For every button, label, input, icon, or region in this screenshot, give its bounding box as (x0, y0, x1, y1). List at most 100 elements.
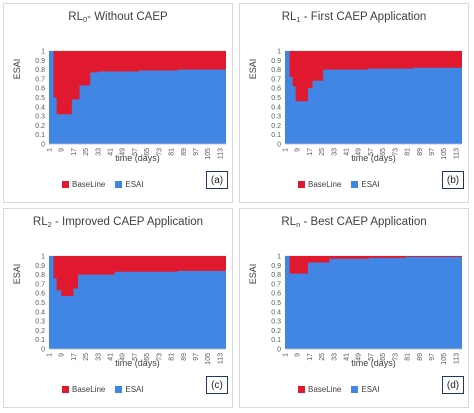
x-tick-label: 97 (193, 148, 200, 156)
x-tick-label: 33 (331, 148, 338, 156)
legend-swatch-baseline (62, 386, 69, 393)
y-tick-label: 0.4 (271, 309, 281, 316)
legend-swatch-baseline (298, 181, 305, 188)
x-tick-label: 25 (319, 148, 326, 156)
y-tick-label: 0.7 (35, 281, 45, 288)
x-axis-label: time (days) (115, 358, 160, 368)
x-tick-label: 73 (392, 148, 399, 156)
y-tick-label: 0.5 (271, 300, 281, 307)
y-tick-label: 0.4 (271, 104, 281, 111)
esai-area (49, 51, 226, 144)
panel-tag: (d) (442, 376, 464, 394)
x-tick-label: 97 (429, 353, 436, 361)
x-tick-label: 73 (156, 148, 163, 156)
y-tick-label: 0.9 (271, 263, 281, 270)
y-tick-label: 0.2 (271, 328, 281, 335)
y-tick-label: 0.5 (271, 95, 281, 102)
chart-title: RL0- Without CAEP (68, 11, 168, 24)
y-tick-label: 1 (41, 254, 45, 261)
x-tick-label: 1 (283, 353, 290, 357)
x-tick-label: 41 (108, 148, 115, 156)
legend: BaseLine ESAI (298, 385, 390, 394)
chart-plot: 0 0.1 0.2 0.3 0.4 0.5 0.6 0.7 0.8 0.9 1 1 9 17 25 33 41 4… (271, 254, 462, 368)
chart-panel-a: 0 0.1 0.2 0.3 0.4 0.5 0.6 0.7 0.8 0.9 1 1 9 17 25 33 41 4… (3, 3, 233, 203)
chart-panel-c: 0 0.1 0.2 0.3 0.4 0.5 0.6 0.7 0.8 0.9 1 1 9 17 25 33 41 4… (3, 208, 233, 408)
x-tick-label: 65 (380, 148, 387, 156)
legend-swatch-baseline (62, 181, 69, 188)
legend-item-baseline: BaseLine (298, 180, 341, 189)
x-tick-label: 41 (344, 353, 351, 361)
x-tick-label: 113 (217, 148, 224, 159)
y-tick-label: 0.9 (35, 263, 45, 270)
y-tick-label: 0 (41, 142, 45, 149)
x-tick-label: 81 (169, 353, 176, 361)
legend-item-baseline: BaseLine (62, 180, 105, 189)
x-tick-label: 89 (417, 353, 424, 361)
y-tick-label: 0.2 (35, 123, 45, 130)
y-tick-label: 0.8 (35, 67, 45, 74)
y-tick-label: 0.8 (271, 67, 281, 74)
x-tick-label: 57 (132, 148, 139, 156)
esai-area (285, 256, 462, 349)
panel-tag: (b) (442, 171, 464, 189)
x-tick-label: 17 (307, 353, 314, 361)
y-tick-label: 0 (277, 142, 281, 149)
x-tick-label: 33 (95, 148, 102, 156)
x-tick-label: 41 (108, 353, 115, 361)
x-tick-label: 89 (181, 353, 188, 361)
chart-title: RLn - Best CAEP Application (281, 216, 427, 229)
y-tick-label: 0.6 (35, 86, 45, 93)
y-tick-label: 0.7 (271, 76, 281, 83)
x-tick-label: 57 (368, 353, 375, 361)
x-tick-label: 1 (283, 148, 290, 152)
x-tick-label: 9 (295, 353, 302, 357)
x-tick-label: 81 (169, 148, 176, 156)
x-tick-label: 81 (405, 353, 412, 361)
esai-area (49, 256, 226, 349)
x-tick-label: 57 (132, 353, 139, 361)
x-tick-label: 1 (47, 353, 54, 357)
legend-swatch-esai (351, 386, 359, 393)
y-tick-label: 0.9 (271, 58, 281, 65)
chart-title: RL1 - First CAEP Application (281, 11, 427, 24)
x-tick-label: 25 (83, 148, 90, 156)
x-tick-label: 105 (205, 148, 212, 160)
x-tick-label: 113 (217, 353, 224, 364)
chart-panel-d: 0 0.1 0.2 0.3 0.4 0.5 0.6 0.7 0.8 0.9 1 1 9 17 25 33 41 4… (239, 208, 469, 408)
x-tick-label: 25 (83, 353, 90, 361)
y-tick-label: 0.6 (35, 291, 45, 298)
y-tick-label: 0.4 (35, 104, 45, 111)
chart-title: RL2 - Improved CAEP Application (32, 216, 204, 229)
x-tick-label: 65 (144, 353, 151, 361)
y-tick-label: 0.2 (271, 123, 281, 130)
x-tick-label: 105 (441, 353, 448, 365)
y-tick-label: 0.7 (271, 281, 281, 288)
x-tick-label: 97 (429, 148, 436, 156)
y-tick-label: 0.3 (35, 114, 45, 121)
x-tick-label: 17 (71, 353, 78, 361)
y-tick-label: 1 (277, 254, 281, 261)
x-tick-label: 33 (331, 353, 338, 361)
x-axis-label: time (days) (351, 153, 396, 163)
x-tick-label: 57 (368, 148, 375, 156)
x-tick-label: 113 (453, 148, 460, 159)
y-tick-label: 0.5 (35, 95, 45, 102)
y-axis-label: ESAI (248, 58, 258, 80)
chart-panel-b: 0 0.1 0.2 0.3 0.4 0.5 0.6 0.7 0.8 0.9 1 1 9 17 25 33 41 4… (239, 3, 469, 203)
x-tick-label: 49 (356, 353, 363, 361)
x-tick-label: 89 (417, 148, 424, 156)
y-tick-label: 0.7 (35, 76, 45, 83)
x-tick-label: 17 (307, 148, 314, 156)
legend-swatch-baseline (298, 386, 305, 393)
legend-item-esai: ESAI (351, 180, 380, 189)
y-tick-label: 0.2 (35, 328, 45, 335)
y-axis-label: ESAI (12, 263, 22, 285)
x-axis-label: time (days) (115, 153, 160, 163)
x-tick-label: 105 (205, 353, 212, 365)
esai-area (285, 51, 462, 144)
legend-swatch-esai (351, 181, 359, 188)
x-tick-label: 41 (344, 148, 351, 156)
legend-item-baseline: BaseLine (62, 385, 105, 394)
x-tick-label: 113 (453, 353, 460, 364)
y-tick-label: 0.3 (271, 114, 281, 121)
